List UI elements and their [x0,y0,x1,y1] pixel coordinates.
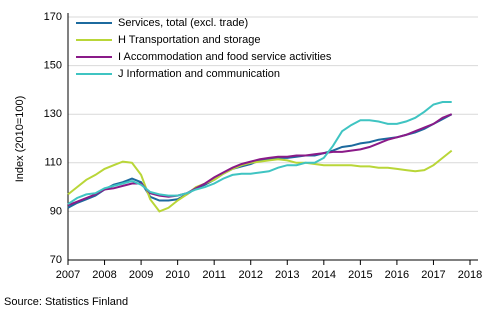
y-tick-label: 130 [44,108,62,120]
x-tick-label: 2009 [129,269,153,281]
y-tick-label: 90 [50,205,62,217]
legend-label: I Accommodation and food service activit… [118,51,332,63]
legend-label: Services, total (excl. trade) [118,17,248,29]
series-line [67,101,452,205]
series-line [67,149,453,213]
source: Source: Statistics Finland [4,296,128,308]
x-tick-label: 2013 [275,269,299,281]
y-tick-label: 150 [44,60,62,72]
x-tick-label: 2017 [421,269,445,281]
x-tick-label: 2007 [56,269,80,281]
y-tick-label: 170 [44,11,62,23]
x-tick-label: 2016 [385,269,409,281]
x-tick-label: 2011 [202,269,226,281]
series-line [67,113,453,207]
x-tick-label: 2015 [348,269,372,281]
x-tick-label: 2018 [458,269,482,281]
x-tick-label: 2008 [92,269,116,281]
y-tick-label: 110 [44,157,62,169]
x-tick-label: 2014 [312,269,336,281]
x-tick-label: 2012 [238,269,262,281]
legend-label: H Transportation and storage [118,34,260,46]
y-axis-label: Index (2010=100) [14,96,26,183]
series-line [67,113,453,209]
y-tick-label: 70 [50,254,62,266]
legend-label: J Information and communication [118,68,280,80]
x-tick-label: 2010 [165,269,189,281]
